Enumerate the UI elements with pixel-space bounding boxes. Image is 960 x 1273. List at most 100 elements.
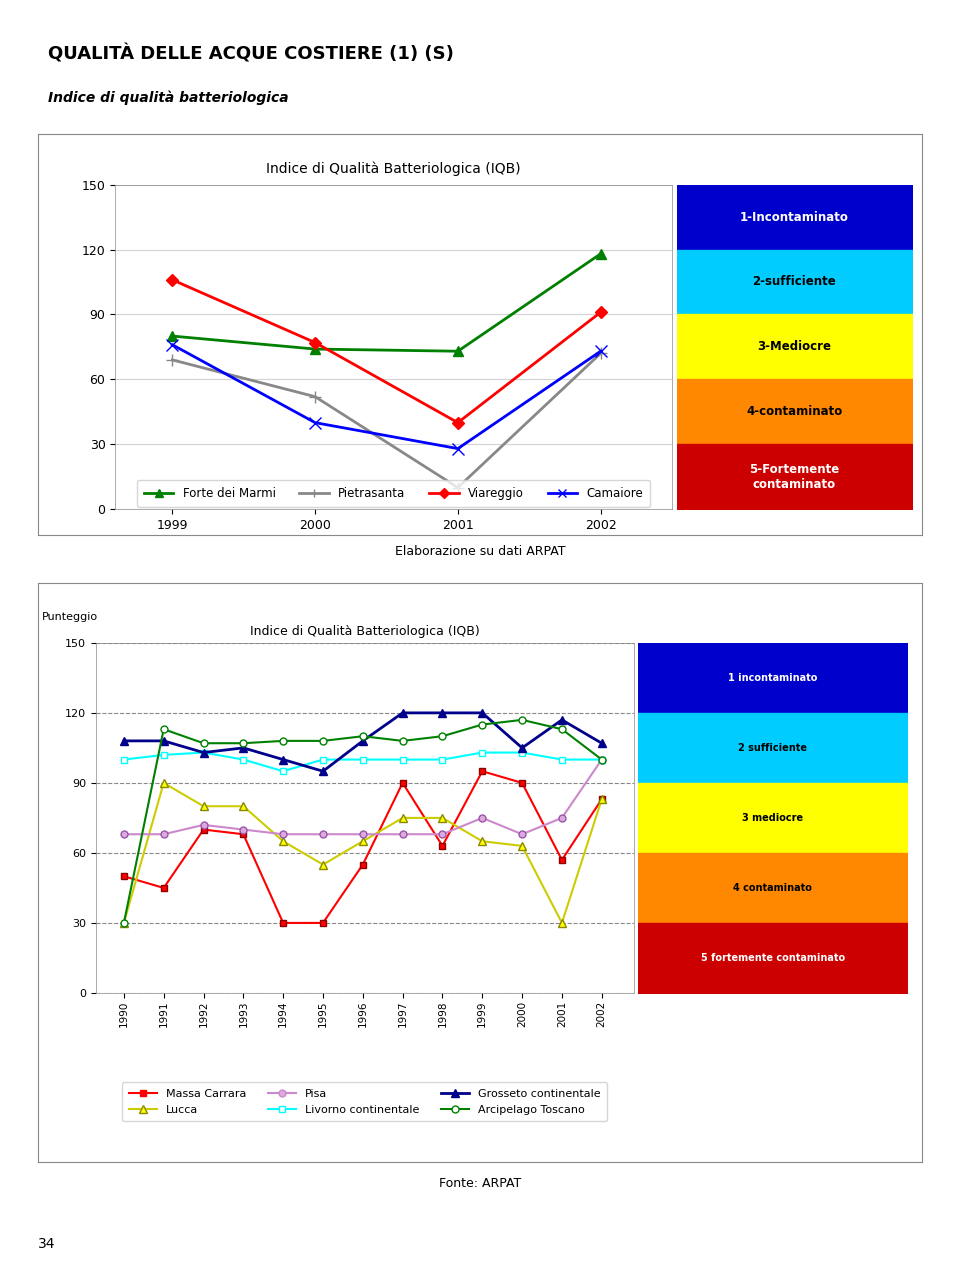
Massa Carrara: [476, 764, 488, 779]
Line: Pietrasanta: Pietrasanta: [167, 348, 606, 493]
Text: 3-Mediocre: 3-Mediocre: [757, 340, 831, 354]
Camaiore: [309, 415, 321, 430]
Grosseto continentale: [198, 745, 209, 760]
Arcipelago Toscano: [198, 736, 209, 751]
Arcipelago Toscano: [556, 722, 567, 737]
Massa Carrara: [556, 853, 567, 868]
Line: Massa Carrara: Massa Carrara: [120, 768, 605, 927]
Massa Carrara: [118, 868, 130, 883]
Lucca: [596, 792, 608, 807]
Line: Camaiore: Camaiore: [167, 339, 606, 454]
Forte dei Marmi: [166, 328, 178, 344]
Arcipelago Toscano: [516, 712, 528, 727]
Massa Carrara: [277, 915, 289, 931]
Pietrasanta: [595, 346, 607, 362]
Pisa: [437, 826, 448, 841]
Arcipelago Toscano: [118, 915, 130, 931]
Pisa: [237, 822, 249, 838]
Text: 1 incontaminato: 1 incontaminato: [728, 673, 818, 682]
Pietrasanta: [166, 353, 178, 368]
Pisa: [396, 826, 408, 841]
Text: 2 sufficiente: 2 sufficiente: [738, 743, 807, 752]
Livorno continentale: [317, 752, 328, 768]
Text: 34: 34: [38, 1237, 56, 1250]
Line: Forte dei Marmi: Forte dei Marmi: [167, 250, 606, 356]
Text: Indice di qualità batteriologica: Indice di qualità batteriologica: [48, 90, 289, 104]
Lucca: [198, 798, 209, 813]
Camaiore: [166, 337, 178, 353]
Lucca: [476, 834, 488, 849]
Lucca: [556, 915, 567, 931]
Lucca: [357, 834, 369, 849]
Livorno continentale: [198, 745, 209, 760]
Lucca: [118, 915, 130, 931]
Camaiore: [452, 440, 464, 456]
Lucca: [237, 798, 249, 813]
Lucca: [277, 834, 289, 849]
Viareggio: [452, 415, 464, 430]
Massa Carrara: [357, 857, 369, 872]
Grosseto continentale: [357, 733, 369, 749]
Camaiore: [595, 344, 607, 359]
Livorno continentale: [277, 764, 289, 779]
Arcipelago Toscano: [158, 722, 170, 737]
Grosseto continentale: [277, 752, 289, 768]
Lucca: [158, 775, 170, 791]
Livorno continentale: [158, 747, 170, 763]
Livorno continentale: [596, 752, 608, 768]
Livorno continentale: [516, 745, 528, 760]
Line: Livorno continentale: Livorno continentale: [120, 749, 605, 775]
Livorno continentale: [437, 752, 448, 768]
Arcipelago Toscano: [237, 736, 249, 751]
Forte dei Marmi: [452, 344, 464, 359]
Arcipelago Toscano: [357, 728, 369, 743]
Grosseto continentale: [437, 705, 448, 721]
Line: Lucca: Lucca: [120, 779, 606, 927]
Pisa: [516, 826, 528, 841]
Line: Pisa: Pisa: [120, 756, 605, 838]
Title: Indice di Qualità Batteriologica (IQB): Indice di Qualità Batteriologica (IQB): [266, 162, 521, 177]
Grosseto continentale: [396, 705, 408, 721]
Massa Carrara: [158, 881, 170, 896]
Line: Grosseto continentale: Grosseto continentale: [120, 709, 606, 775]
Pisa: [198, 817, 209, 833]
Arcipelago Toscano: [596, 752, 608, 768]
Lucca: [396, 811, 408, 826]
Text: 5-Fortemente
contaminato: 5-Fortemente contaminato: [749, 463, 840, 490]
Grosseto continentale: [317, 764, 328, 779]
Text: 4 contaminato: 4 contaminato: [733, 883, 812, 892]
Text: 3 mediocre: 3 mediocre: [742, 813, 804, 822]
Title: Indice di Qualità Batteriologica (IQB): Indice di Qualità Batteriologica (IQB): [250, 625, 480, 638]
Livorno continentale: [396, 752, 408, 768]
Livorno continentale: [476, 745, 488, 760]
Grosseto continentale: [118, 733, 130, 749]
Grosseto continentale: [516, 741, 528, 756]
Pisa: [596, 752, 608, 768]
Arcipelago Toscano: [277, 733, 289, 749]
Forte dei Marmi: [595, 246, 607, 261]
Lucca: [437, 811, 448, 826]
Livorno continentale: [118, 752, 130, 768]
Grosseto continentale: [158, 733, 170, 749]
Forte dei Marmi: [309, 341, 321, 356]
Viareggio: [595, 304, 607, 320]
Massa Carrara: [198, 822, 209, 838]
Legend: Massa Carrara, Lucca, Pisa, Livorno continentale, Grosseto continentale, Arcipel: Massa Carrara, Lucca, Pisa, Livorno cont…: [122, 1082, 608, 1122]
Pisa: [317, 826, 328, 841]
Text: 1-Incontaminato: 1-Incontaminato: [740, 210, 849, 224]
Grosseto continentale: [556, 712, 567, 727]
Text: 2-sufficiente: 2-sufficiente: [753, 275, 836, 289]
Pietrasanta: [309, 390, 321, 405]
Lucca: [516, 838, 528, 853]
Grosseto continentale: [476, 705, 488, 721]
Text: QUALITÀ DELLE ACQUE COSTIERE (1) (S): QUALITÀ DELLE ACQUE COSTIERE (1) (S): [48, 45, 454, 64]
Text: 5 fortemente contaminato: 5 fortemente contaminato: [701, 953, 845, 962]
Lucca: [317, 857, 328, 872]
Text: 4-contaminato: 4-contaminato: [746, 405, 843, 419]
Text: Punteggio: Punteggio: [42, 612, 98, 621]
Pisa: [118, 826, 130, 841]
Massa Carrara: [516, 775, 528, 791]
Text: Elaborazione su dati ARPAT: Elaborazione su dati ARPAT: [395, 545, 565, 558]
Massa Carrara: [596, 792, 608, 807]
Arcipelago Toscano: [437, 728, 448, 743]
